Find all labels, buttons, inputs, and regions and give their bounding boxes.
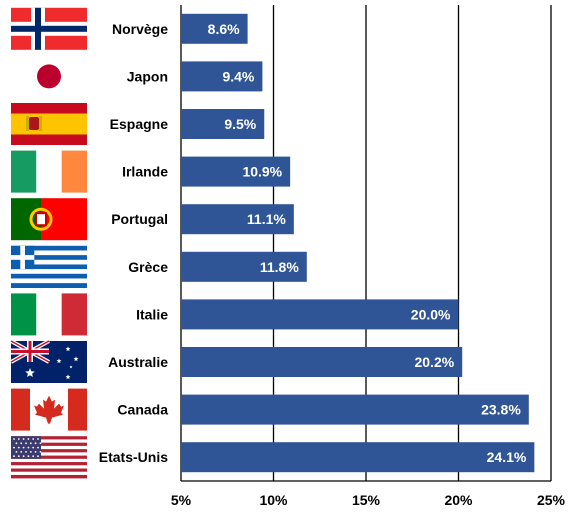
category-labels: Norvège Japon Espagne Irlande Portugal Grèce I… — [99, 21, 168, 465]
flag-usa-icon — [11, 436, 87, 479]
bar — [181, 394, 529, 425]
bar — [181, 109, 265, 139]
x-tick-label: 10% — [259, 492, 288, 508]
category-label: Etats-Unis — [99, 449, 168, 465]
x-tick-label: 20% — [444, 492, 473, 508]
bar — [181, 347, 463, 377]
category-label: Portugal — [111, 211, 168, 227]
bar — [181, 251, 307, 282]
value-labels: 8.6% 9.4% 9.5% 10.9% 11.1% 11.8% 20.0% 20.2% 23.… — [208, 21, 527, 465]
data-label: 20.2% — [414, 354, 454, 370]
data-label: 8.6% — [208, 21, 240, 37]
category-label: Grèce — [128, 259, 168, 275]
data-label: 10.9% — [242, 164, 282, 180]
flag-spain-icon — [11, 103, 87, 145]
category-label: Italie — [136, 306, 168, 322]
data-label: 11.8% — [260, 259, 299, 275]
data-label: 23.8% — [481, 402, 521, 418]
bar — [181, 299, 459, 330]
category-label: Espagne — [110, 116, 169, 132]
flag-greece-icon — [11, 245, 87, 288]
bar — [181, 61, 263, 92]
bars — [181, 13, 535, 473]
flag-column — [10, 7, 87, 479]
category-label: Irlande — [122, 164, 168, 180]
flag-australia-icon — [10, 339, 87, 383]
category-label: Japon — [127, 68, 168, 84]
flag-italy-icon — [11, 293, 87, 336]
data-label: 24.1% — [487, 449, 527, 465]
bar — [181, 13, 248, 44]
category-label: Canada — [117, 402, 168, 418]
data-label: 9.5% — [224, 116, 256, 132]
data-label: 11.1% — [247, 211, 286, 227]
flag-japan-icon — [11, 55, 87, 98]
data-label: 9.4% — [222, 68, 254, 84]
bar — [181, 442, 535, 473]
bar — [181, 156, 291, 187]
x-axis: 5% 10% 15% 20% 25% — [171, 480, 566, 508]
flag-norway-icon — [11, 7, 87, 50]
flag-portugal-icon — [11, 198, 87, 241]
category-label: Norvège — [112, 21, 168, 37]
flag-canada-icon — [11, 388, 87, 431]
bar — [181, 204, 294, 235]
category-label: Australie — [108, 354, 168, 370]
x-tick-label: 5% — [171, 492, 192, 508]
flag-ireland-icon — [11, 150, 87, 193]
x-tick-label: 15% — [352, 492, 381, 508]
x-tick-label: 25% — [537, 492, 566, 508]
data-label: 20.0% — [411, 306, 451, 322]
